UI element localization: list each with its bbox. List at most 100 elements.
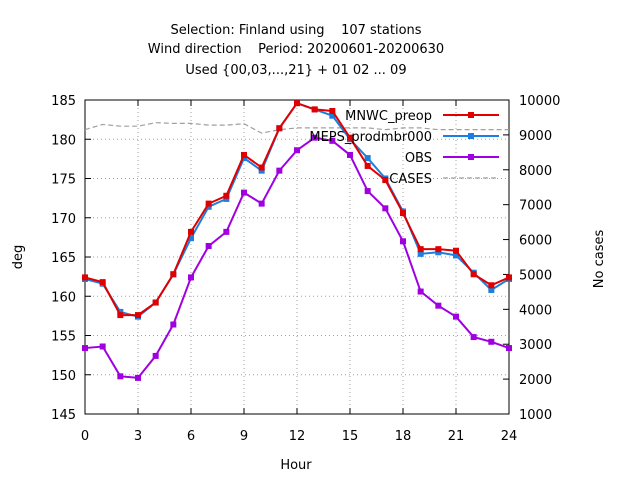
series-obs (82, 134, 512, 381)
data-point (417, 288, 424, 295)
data-point (223, 195, 230, 202)
y2-axis-label: No cases (592, 230, 607, 289)
data-point (435, 246, 442, 253)
y2-tick-label: 7000 (519, 199, 552, 214)
data-point (329, 107, 336, 114)
data-point (276, 125, 283, 132)
data-point (417, 246, 424, 253)
x-tick-label: 21 (448, 429, 465, 444)
data-point (188, 228, 194, 235)
legend-entry: MNWC_preop (345, 109, 499, 124)
data-point (382, 205, 389, 212)
data-point (117, 308, 124, 315)
data-point (258, 164, 265, 171)
legend-label: MEPS_prodmbr000 (309, 130, 432, 145)
data-point (488, 282, 495, 289)
data-point (364, 162, 371, 169)
data-point (294, 100, 300, 107)
y-tick-label: 185 (51, 94, 76, 109)
y2-tick-label: 4000 (519, 303, 552, 318)
data-point (400, 238, 406, 245)
data-point (435, 302, 442, 309)
data-point (347, 151, 353, 158)
data-point (453, 313, 459, 320)
data-point (152, 352, 159, 359)
y-tick-label: 160 (51, 290, 76, 305)
y2-tick-label: 6000 (519, 234, 552, 249)
legend-marker (468, 133, 474, 139)
y-tick-label: 175 (51, 173, 76, 188)
data-point (99, 279, 106, 286)
data-point (453, 247, 459, 254)
y-tick-label: 145 (51, 408, 76, 423)
x-tick-label: 24 (501, 429, 518, 444)
data-point (382, 177, 389, 184)
legend-entry: CASES (389, 172, 499, 187)
data-point (400, 210, 406, 217)
data-point (188, 235, 194, 242)
data-point (241, 189, 247, 196)
legend-label: OBS (405, 151, 432, 166)
series-layer (82, 100, 512, 381)
legend-entry: OBS (405, 151, 499, 166)
chart-title: Selection: Finland using 107 stations Wi… (148, 23, 444, 78)
y2-tick-label: 2000 (519, 373, 552, 388)
data-point (294, 147, 300, 154)
data-point (311, 106, 318, 113)
data-point (82, 274, 88, 281)
data-point (170, 271, 177, 278)
series-line (84, 122, 509, 134)
data-point (506, 274, 512, 281)
legend-entry: MEPS_prodmbr000 (309, 130, 499, 145)
data-point (506, 345, 512, 352)
data-point (241, 155, 247, 162)
data-point (470, 334, 477, 341)
data-point (223, 192, 230, 199)
x-tick-label: 0 (81, 429, 89, 444)
data-point (170, 321, 177, 328)
x-tick-label: 12 (289, 429, 306, 444)
x-tick-label: 18 (395, 429, 412, 444)
data-point (117, 373, 124, 380)
y-tick-label: 180 (51, 133, 76, 148)
data-point (329, 137, 336, 144)
data-point (82, 345, 88, 352)
title-line-1: Selection: Finland using 107 stations (170, 23, 421, 38)
data-point (99, 343, 106, 350)
data-point (488, 338, 495, 345)
data-point (417, 250, 424, 257)
data-point (347, 134, 353, 141)
grid (85, 100, 509, 414)
legend-marker (468, 154, 474, 160)
series-meps-prodmbr000 (82, 100, 512, 320)
y-tick-label: 155 (51, 330, 76, 345)
data-point (453, 252, 459, 259)
y2-tick-label: 1000 (519, 408, 552, 423)
series-line (84, 101, 510, 317)
data-point (135, 312, 141, 319)
y-tick-label: 150 (51, 369, 76, 384)
data-point (258, 200, 265, 207)
series-mnwc-preop (82, 100, 512, 319)
title-line-3: Used {00,03,...,21} + 01 02 ... 09 (185, 63, 406, 78)
data-point (223, 228, 230, 235)
x-tick-label: 6 (187, 429, 195, 444)
series-line (84, 136, 510, 379)
y2-tick-label: 5000 (519, 268, 552, 283)
data-point (241, 151, 247, 158)
data-point (258, 167, 265, 174)
data-point (311, 134, 318, 141)
y2-tick-label: 8000 (519, 164, 552, 179)
x-tick-label: 3 (134, 429, 142, 444)
data-point (152, 299, 159, 306)
data-point (205, 200, 212, 207)
y2-axis-ticks: 1000 2000 3000 4000 5000 6000 7000 8000 9000 1000… (503, 94, 560, 423)
data-point (276, 167, 283, 174)
data-point (205, 203, 212, 210)
data-point (329, 112, 336, 119)
legend: MNWC_preop MEPS_prodmbr000 OBS CASES (309, 109, 499, 187)
y-tick-label: 170 (51, 212, 76, 227)
data-point (364, 155, 371, 162)
data-point (135, 374, 141, 381)
